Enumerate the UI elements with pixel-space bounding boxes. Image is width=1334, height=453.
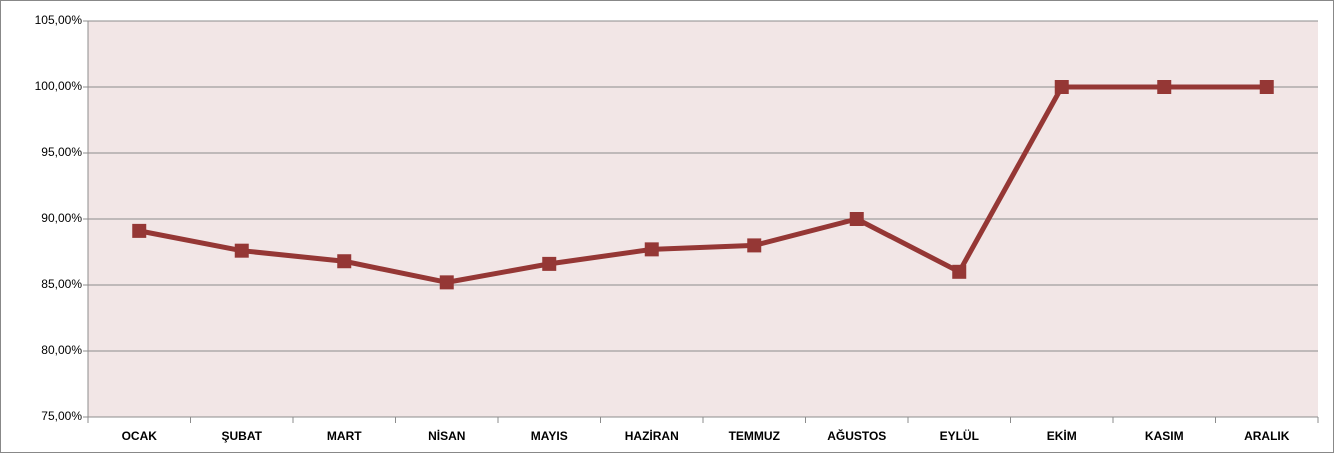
marker	[1259, 80, 1274, 94]
x-tick-label: EKİM	[1047, 428, 1077, 443]
y-tick-label: 75,00%	[41, 409, 82, 423]
marker	[234, 243, 249, 258]
x-tick-label: EYLÜL	[940, 428, 979, 443]
x-tick-label: NİSAN	[428, 428, 465, 443]
y-tick-label: 80,00%	[41, 343, 82, 357]
x-tick-label: MAYIS	[531, 429, 568, 443]
y-tick-label: 100,00%	[35, 79, 83, 93]
marker	[337, 254, 352, 269]
x-tick-label: MART	[327, 429, 362, 443]
x-tick-label: ŞUBAT	[222, 429, 263, 443]
marker	[542, 256, 557, 271]
x-tick-label: HAZİRAN	[625, 428, 679, 443]
y-tick-label: 90,00%	[41, 211, 82, 225]
marker	[439, 275, 454, 290]
y-tick-label: 95,00%	[41, 145, 82, 159]
marker	[849, 212, 864, 226]
x-tick-label: AĞUSTOS	[827, 428, 886, 443]
x-tick-label: KASIM	[1145, 429, 1184, 443]
marker	[952, 264, 967, 279]
series-line	[138, 84, 1267, 285]
y-tick-label: 85,00%	[41, 277, 82, 291]
x-tick-label: TEMMUZ	[729, 429, 780, 443]
marker	[132, 223, 147, 238]
marker	[644, 242, 659, 257]
x-tick-label: ARALIK	[1244, 429, 1290, 443]
marker	[747, 238, 762, 253]
x-tick-label: OCAK	[122, 429, 158, 443]
y-tick-label: 105,00%	[35, 13, 83, 27]
marker	[1054, 80, 1069, 94]
marker	[1157, 80, 1172, 94]
